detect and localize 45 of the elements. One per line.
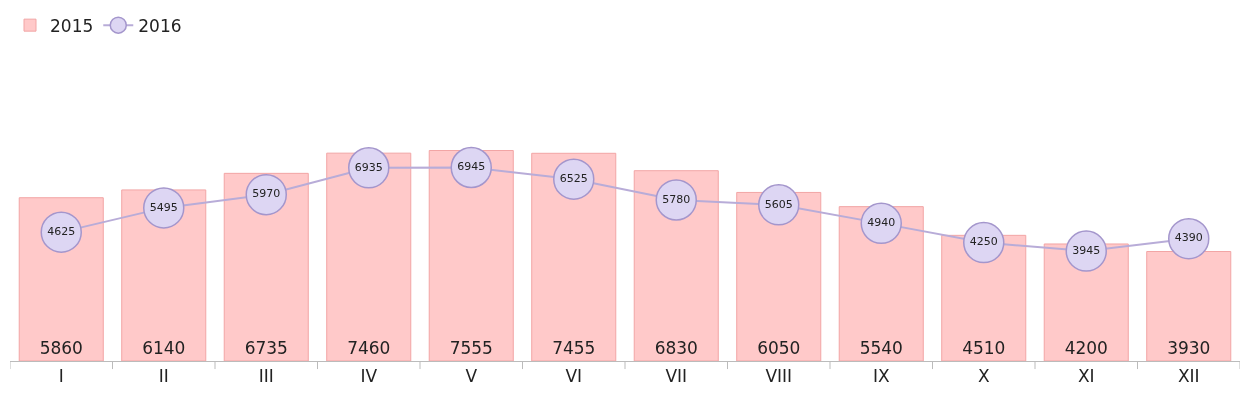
bar: [428, 150, 514, 361]
bar: [1146, 251, 1232, 361]
x-tick-label: I: [58, 366, 64, 387]
data-label: 7555: [449, 338, 493, 358]
x-tick-label: VII: [665, 366, 688, 387]
data-label: 3945: [1072, 243, 1101, 257]
data-label: 3930: [1167, 338, 1211, 358]
x-tick-label: V: [465, 366, 478, 387]
data-label: 6935: [354, 160, 383, 174]
x-tick-label: II: [158, 366, 169, 387]
data-label: 5970: [252, 187, 281, 201]
data-label: 4250: [969, 235, 998, 249]
data-label: 4510: [962, 338, 1006, 358]
data-label: 4940: [867, 216, 896, 230]
data-label: 6050: [757, 338, 801, 358]
data-label: 6945: [457, 160, 486, 174]
bar: [633, 170, 719, 361]
bar: [531, 152, 617, 361]
data-label: 6830: [654, 338, 698, 358]
x-tick-label: IV: [360, 366, 378, 387]
data-label: 7460: [347, 338, 391, 358]
x-tick-label: IX: [872, 366, 890, 387]
x-tick-label: XII: [1177, 366, 1200, 387]
data-label: 5540: [859, 338, 903, 358]
data-label: 5780: [662, 192, 691, 206]
x-tick-label: III: [258, 366, 274, 387]
data-label: 5605: [764, 197, 793, 211]
data-label: 6735: [244, 338, 288, 358]
legend-label: 2016: [138, 15, 182, 36]
x-tick-label: VIII: [765, 366, 793, 387]
data-label: 5860: [39, 338, 83, 358]
data-label: 4200: [1064, 338, 1108, 358]
data-label: 7455: [552, 338, 596, 358]
data-label: 6140: [142, 338, 186, 358]
x-tick-label: X: [977, 366, 990, 387]
legend-label: 2015: [50, 15, 94, 36]
data-label: 5495: [149, 200, 178, 214]
data-label: 4625: [47, 224, 76, 238]
x-tick-label: XI: [1077, 366, 1095, 387]
bar: [18, 197, 104, 361]
data-label: 6525: [559, 171, 588, 185]
x-tick-label: VI: [565, 366, 583, 387]
bar: [326, 152, 412, 361]
bar: [223, 172, 309, 361]
data-label: 4390: [1174, 231, 1203, 245]
